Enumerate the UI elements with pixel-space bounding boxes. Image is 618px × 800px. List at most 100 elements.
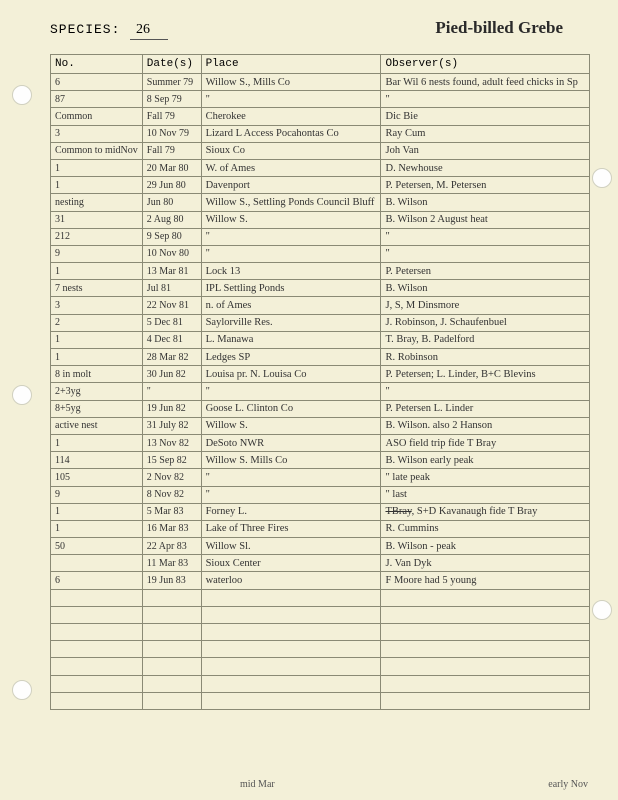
col-header-no: No.: [51, 55, 143, 74]
table-row: active nest31 July 82Willow S.B. Wilson.…: [51, 417, 590, 434]
cell-obs: D. Newhouse: [381, 159, 590, 176]
table-row: 113 Mar 81Lock 13P. Petersen: [51, 263, 590, 280]
cell-date: [142, 624, 201, 641]
cell-no: 9: [51, 486, 143, 503]
page: SPECIES: 26 Pied-billed Grebe No. Date(s…: [0, 0, 618, 800]
cell-obs: [381, 589, 590, 606]
punch-hole: [12, 385, 32, 405]
table-row: 310 Nov 79Lizard L Access Pocahontas CoR…: [51, 125, 590, 142]
cell-date: 22 Nov 81: [142, 297, 201, 314]
cell-date: 10 Nov 80: [142, 245, 201, 262]
cell-obs: ": [381, 383, 590, 400]
table-row: 312 Aug 80Willow S.B. Wilson 2 August he…: [51, 211, 590, 228]
cell-obs: B. Wilson. also 2 Hanson: [381, 417, 590, 434]
cell-date: 11 Mar 83: [142, 555, 201, 572]
cell-no: 8+5yg: [51, 400, 143, 417]
cell-place: Ledges SP: [201, 349, 381, 366]
cell-no: [51, 555, 143, 572]
table-row: 98 Nov 82 " " last: [51, 486, 590, 503]
cell-place: Lake of Three Fires: [201, 520, 381, 537]
cell-obs: Ray Cum: [381, 125, 590, 142]
cell-date: 8 Nov 82: [142, 486, 201, 503]
cell-obs: " late peak: [381, 469, 590, 486]
cell-place: IPL Settling Ponds: [201, 280, 381, 297]
cell-place: Louisa pr. N. Louisa Co: [201, 366, 381, 383]
observations-table: No. Date(s) Place Observer(s) 6Summer 79…: [50, 54, 590, 710]
header: SPECIES: 26 Pied-billed Grebe: [50, 18, 593, 40]
cell-date: 13 Mar 81: [142, 263, 201, 280]
cell-no: 1: [51, 159, 143, 176]
col-header-place: Place: [201, 55, 381, 74]
cell-obs: ": [381, 91, 590, 108]
punch-hole: [592, 168, 612, 188]
punch-hole: [592, 600, 612, 620]
table-row: nestingJun 80Willow S., Settling Ponds C…: [51, 194, 590, 211]
cell-obs: B. Wilson - peak: [381, 538, 590, 555]
cell-date: 13 Nov 82: [142, 434, 201, 451]
cell-no: 9: [51, 245, 143, 262]
cell-no: 1: [51, 331, 143, 348]
cell-obs: Bar Wil 6 nests found, adult feed chicks…: [381, 74, 590, 91]
table-row: [51, 658, 590, 675]
cell-obs: J. Van Dyk: [381, 555, 590, 572]
table-row: [51, 589, 590, 606]
cell-place: ": [201, 228, 381, 245]
table-body: 6Summer 79Willow S., Mills CoBar Wil 6 n…: [51, 74, 590, 710]
cell-no: Common: [51, 108, 143, 125]
table-row: 2129 Sep 80 " ": [51, 228, 590, 245]
cell-obs: B. Wilson: [381, 280, 590, 297]
table-row: 1052 Nov 82 " " late peak: [51, 469, 590, 486]
cell-date: 22 Apr 83: [142, 538, 201, 555]
cell-obs: [381, 658, 590, 675]
cell-place: ": [201, 469, 381, 486]
cell-date: Fall 79: [142, 142, 201, 159]
cell-date: 10 Nov 79: [142, 125, 201, 142]
cell-no: 1: [51, 263, 143, 280]
cell-place: Willow S., Settling Ponds Council Bluff: [201, 194, 381, 211]
cell-no: 2: [51, 314, 143, 331]
cell-obs: P. Petersen: [381, 263, 590, 280]
cell-date: [142, 675, 201, 692]
cell-place: Willow S.: [201, 417, 381, 434]
cell-obs: R. Robinson: [381, 349, 590, 366]
cell-obs: [381, 641, 590, 658]
cell-no: 1: [51, 503, 143, 520]
cell-place: [201, 692, 381, 709]
table-row: 910 Nov 80 " ": [51, 245, 590, 262]
cell-date: 29 Jun 80: [142, 177, 201, 194]
cell-obs: P. Petersen, M. Petersen: [381, 177, 590, 194]
table-row: 8+5yg19 Jun 82Goose L. Clinton CoP. Pete…: [51, 400, 590, 417]
cell-place: Sioux Co: [201, 142, 381, 159]
punch-hole: [12, 85, 32, 105]
table-row: 5022 Apr 83Willow Sl.B. Wilson - peak: [51, 538, 590, 555]
cell-no: [51, 589, 143, 606]
cell-obs: ": [381, 245, 590, 262]
table-row: [51, 641, 590, 658]
cell-no: 2+3yg: [51, 383, 143, 400]
cell-no: active nest: [51, 417, 143, 434]
cell-no: [51, 692, 143, 709]
cell-place: Lizard L Access Pocahontas Co: [201, 125, 381, 142]
table-row: 11 Mar 83Sioux CenterJ. Van Dyk: [51, 555, 590, 572]
cell-obs: Joh Van: [381, 142, 590, 159]
cell-place: Sioux Center: [201, 555, 381, 572]
cell-date: 15 Sep 82: [142, 452, 201, 469]
cell-obs: [381, 624, 590, 641]
footnote-right: early Nov: [548, 779, 588, 790]
bird-name: Pied-billed Grebe: [435, 18, 563, 38]
cell-place: n. of Ames: [201, 297, 381, 314]
cell-obs: [381, 606, 590, 623]
cell-place: [201, 624, 381, 641]
cell-place: [201, 606, 381, 623]
cell-date: [142, 641, 201, 658]
cell-date: 5 Mar 83: [142, 503, 201, 520]
cell-obs: TBray, S+D Kavanaugh fide T Bray: [381, 503, 590, 520]
cell-no: 1: [51, 177, 143, 194]
cell-no: 3: [51, 297, 143, 314]
cell-date: [142, 692, 201, 709]
col-header-observers: Observer(s): [381, 55, 590, 74]
cell-place: Forney L.: [201, 503, 381, 520]
punch-hole: [12, 680, 32, 700]
cell-obs: F Moore had 5 young: [381, 572, 590, 589]
table-row: 129 Jun 80DavenportP. Petersen, M. Peter…: [51, 177, 590, 194]
